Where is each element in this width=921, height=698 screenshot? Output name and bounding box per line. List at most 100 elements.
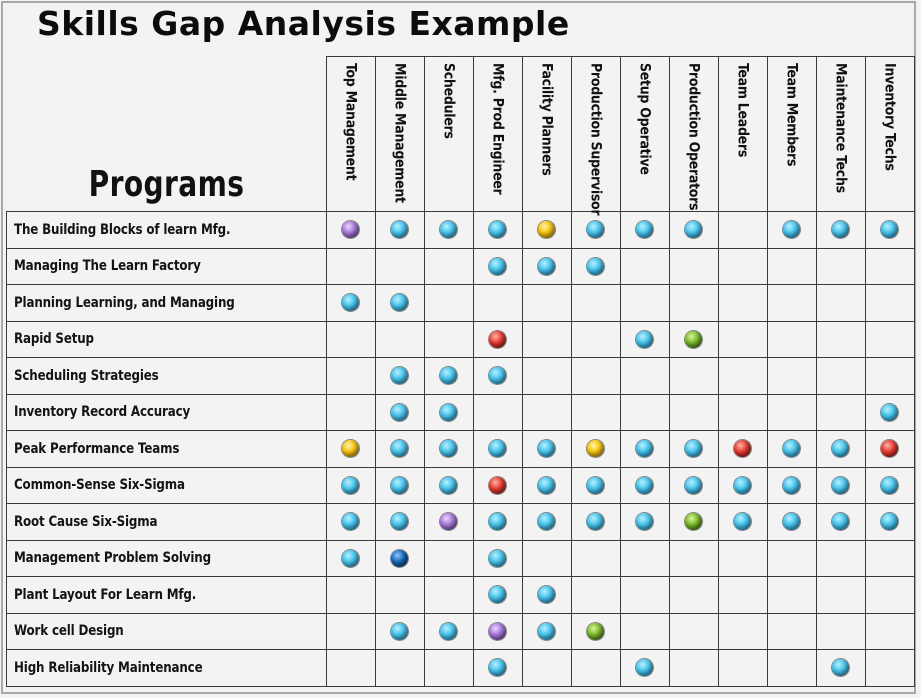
program-name: Rapid Setup [14,331,94,348]
matrix-cell [423,393,474,431]
program-name: Plant Layout For Learn Mfg. [14,586,197,603]
matrix-cell [766,430,817,468]
matrix-cell [717,284,768,322]
blue-dot-icon [391,440,408,458]
program-name: Common-Sense Six-Sigma [14,477,185,494]
blue-dot-icon [440,622,457,640]
program-row: Inventory Record Accuracy [6,393,915,431]
matrix-cell [374,649,425,687]
matrix-cell [570,576,621,614]
matrix-cell [374,393,425,431]
matrix-cell [423,247,474,285]
matrix-cell [668,284,719,322]
program-row: Planning Learning, and Managing [6,284,915,322]
blue-dot-icon [832,440,849,458]
blue-dot-icon [489,659,506,677]
matrix-cell [815,503,866,541]
blue-dot-icon [489,257,506,275]
matrix-cell [815,211,866,249]
purple-dot-icon [489,622,506,640]
blue-dot-icon [587,513,604,531]
role-column-header: Maintenance Techs [815,56,866,212]
role-label: Team Members [783,63,800,167]
blue-dot-icon [832,221,849,239]
matrix-cell [325,612,376,650]
program-name: Work cell Design [14,623,124,640]
role-column-header: Team Leaders [717,56,768,212]
matrix-cell [472,211,523,249]
matrix-cell [374,576,425,614]
matrix-cell [521,393,572,431]
matrix-cell [423,576,474,614]
role-label: Facility Planners [538,63,555,176]
blue-dot-icon [832,476,849,494]
matrix-cell [668,320,719,358]
program-row: The Building Blocks of learn Mfg. [6,211,915,249]
matrix-cell [374,284,425,322]
blue-dot-icon [685,221,702,239]
matrix-cell [717,430,768,468]
blue-dot-icon [538,440,555,458]
matrix-cell [423,612,474,650]
matrix-cell [325,393,376,431]
matrix-cell [423,503,474,541]
matrix-cell [570,612,621,650]
matrix-cell [815,284,866,322]
blue-dot-icon [391,403,408,421]
matrix-cell [864,211,915,249]
blue-dot-icon [538,622,555,640]
matrix-cell [472,503,523,541]
blue-dot-icon [881,476,898,494]
blue-dot-icon [391,294,408,312]
matrix-cell [423,211,474,249]
blue-dot-icon [587,257,604,275]
program-name: Root Cause Six-Sigma [14,513,158,530]
matrix-cell [325,247,376,285]
matrix-cell [521,430,572,468]
matrix-cell [423,430,474,468]
role-label: Middle Management [391,63,408,203]
matrix-cell [423,466,474,504]
blue-dot-icon [391,622,408,640]
matrix-cell [374,357,425,395]
matrix-cell [668,503,719,541]
matrix-cell [521,576,572,614]
red-dot-icon [489,330,506,348]
matrix-cell [570,320,621,358]
blue-dot-icon [832,513,849,531]
matrix-cell [815,576,866,614]
program-name-cell: Planning Learning, and Managing [6,284,327,322]
blue-dot-icon [342,476,359,494]
program-row: Root Cause Six-Sigma [6,503,915,541]
matrix-cell [815,247,866,285]
program-name-cell: High Reliability Maintenance [6,649,327,687]
matrix-cell [374,503,425,541]
program-row: Managing The Learn Factory [6,247,915,285]
matrix-cell [521,357,572,395]
matrix-cell [472,357,523,395]
matrix-cell [570,393,621,431]
purple-dot-icon [342,221,359,239]
matrix-cell [766,320,817,358]
blue-dot-icon [881,403,898,421]
matrix-cell [619,284,670,322]
blue-dot-icon [489,367,506,385]
matrix-cell [570,247,621,285]
blue-dot-icon [440,367,457,385]
green-dot-icon [685,330,702,348]
matrix-cell [717,357,768,395]
blue-dot-icon [636,440,653,458]
matrix-cell [815,430,866,468]
matrix-cell [472,576,523,614]
matrix-cell [815,466,866,504]
matrix-cell [570,503,621,541]
blue-dot-icon [538,513,555,531]
role-column-header: Setup Operative [619,56,670,212]
matrix-cell [374,320,425,358]
matrix-cell [521,211,572,249]
matrix-cell [619,430,670,468]
program-name-cell: Managing The Learn Factory [6,247,327,285]
role-label: Schedulers [440,63,457,139]
matrix-cell [864,466,915,504]
blue-dot-icon [636,330,653,348]
